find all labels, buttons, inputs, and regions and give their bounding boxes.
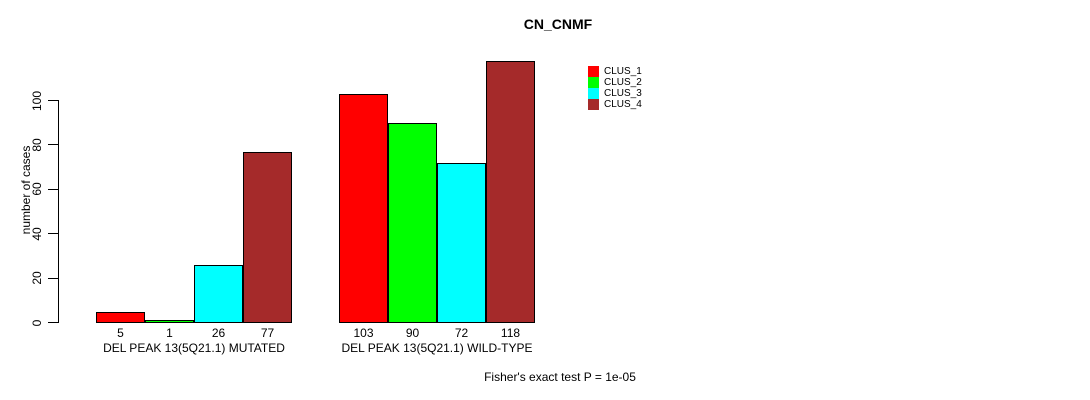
bar-clus_3-group1 xyxy=(194,265,243,323)
legend-label: CLUS_3 xyxy=(604,88,642,99)
legend-label: CLUS_1 xyxy=(604,66,642,77)
y-tick-mark xyxy=(48,322,58,323)
chart-title: CN_CNMF xyxy=(523,16,593,32)
bar-value-label: 77 xyxy=(260,326,275,340)
bar-clus_4-group1 xyxy=(243,152,292,323)
bar-clus_3-group2 xyxy=(437,163,486,323)
bar-value-label: 1 xyxy=(166,326,173,340)
bar-clus_1-group2 xyxy=(339,94,388,323)
y-tick-label: 100 xyxy=(30,90,44,111)
bar-value-label: 118 xyxy=(500,326,521,340)
legend-item-clus_1: CLUS_1 xyxy=(588,66,642,77)
bar-value-label: 26 xyxy=(211,326,226,340)
y-tick-label: 60 xyxy=(30,182,44,196)
legend-item-clus_4: CLUS_4 xyxy=(588,99,642,110)
legend-swatch-icon xyxy=(588,66,599,77)
group-label: DEL PEAK 13(5Q21.1) MUTATED xyxy=(103,341,285,355)
legend-swatch-icon xyxy=(588,99,599,110)
legend-swatch-icon xyxy=(588,77,599,88)
bar-value-label: 90 xyxy=(405,326,420,340)
bar-clus_2-group1 xyxy=(145,320,194,323)
bar-value-label: 5 xyxy=(117,326,124,340)
bar-value-label: 72 xyxy=(454,326,469,340)
y-tick-mark xyxy=(48,100,58,101)
y-tick-mark xyxy=(48,188,58,190)
bar-clus_4-group2 xyxy=(486,61,535,323)
y-tick-mark xyxy=(48,233,58,235)
y-tick-mark xyxy=(48,277,58,279)
bar-value-label: 103 xyxy=(353,326,374,340)
y-tick-label: 20 xyxy=(30,271,44,285)
y-tick-label: 40 xyxy=(30,227,44,241)
legend-label: CLUS_2 xyxy=(604,77,642,88)
legend-swatch-icon xyxy=(588,88,599,99)
y-tick-label: 0 xyxy=(30,319,44,326)
fisher-test-annotation: Fisher's exact test P = 1e-05 xyxy=(484,370,636,384)
y-tick-label: 80 xyxy=(30,138,44,152)
legend-item-clus_2: CLUS_2 xyxy=(588,77,642,88)
group-label: DEL PEAK 13(5Q21.1) WILD-TYPE xyxy=(341,341,533,355)
bar-clus_2-group2 xyxy=(388,123,437,323)
bar-clus_1-group1 xyxy=(96,312,145,323)
y-tick-mark xyxy=(48,144,58,146)
legend-item-clus_3: CLUS_3 xyxy=(588,88,642,99)
legend-label: CLUS_4 xyxy=(604,99,642,110)
y-axis-line xyxy=(58,100,59,323)
